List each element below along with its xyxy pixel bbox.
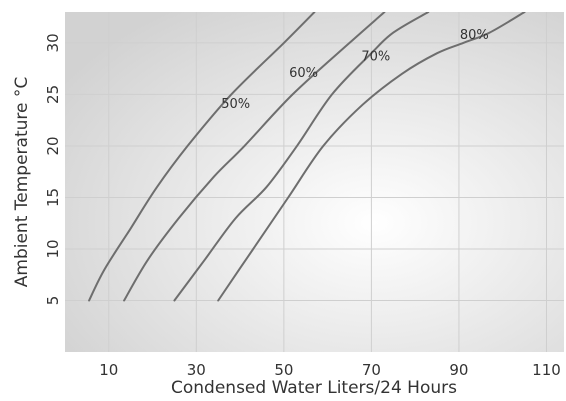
x-tick-labels: 10 30 50 70 90 110 bbox=[99, 361, 561, 379]
y-tick-labels: 5 10 15 20 25 30 bbox=[44, 33, 62, 305]
y-tick-label: 10 bbox=[44, 239, 62, 258]
x-tick-label: 50 bbox=[274, 361, 293, 379]
x-tick-label: 110 bbox=[532, 361, 561, 379]
curve-label: 50% bbox=[221, 97, 250, 112]
y-tick-label: 20 bbox=[44, 136, 62, 155]
curve-50-percent bbox=[88, 12, 316, 302]
curve-label: 80% bbox=[460, 28, 489, 43]
curve-60-percent bbox=[123, 12, 386, 302]
curve-80-percent bbox=[217, 12, 526, 302]
curve-70-percent bbox=[173, 12, 430, 302]
x-tick-label: 90 bbox=[449, 361, 468, 379]
x-tick-label: 30 bbox=[187, 361, 206, 379]
y-tick-label: 5 bbox=[44, 296, 62, 306]
curve-label: 60% bbox=[289, 66, 318, 81]
plot-area bbox=[65, 12, 564, 352]
curves bbox=[88, 12, 526, 302]
curve-label: 70% bbox=[361, 49, 390, 64]
x-tick-label: 10 bbox=[99, 361, 118, 379]
grid-lines bbox=[65, 12, 564, 352]
x-axis-title: Condensed Water Liters/24 Hours bbox=[171, 378, 457, 398]
curve-labels: 50% 60% 70% 80% bbox=[221, 28, 488, 112]
y-tick-label: 30 bbox=[44, 33, 62, 52]
y-tick-label: 25 bbox=[44, 85, 62, 104]
x-tick-label: 70 bbox=[362, 361, 381, 379]
y-axis-title: Ambient Temperature °C bbox=[12, 77, 32, 287]
y-tick-label: 15 bbox=[44, 188, 62, 207]
